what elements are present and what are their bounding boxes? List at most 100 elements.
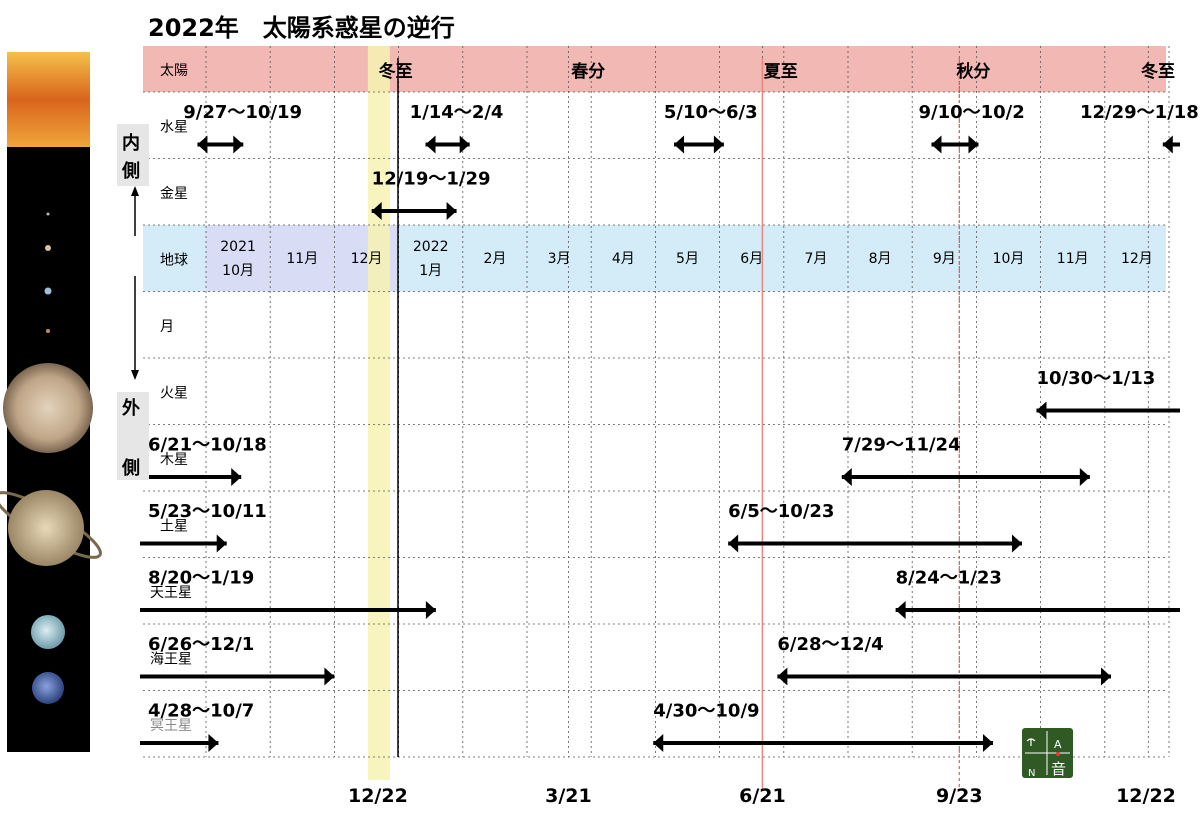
bar-start-cap-icon — [728, 534, 739, 553]
sun-marker-label: 秋分 — [956, 61, 990, 82]
retrograde-range-label: 6/21〜10/18 — [148, 435, 267, 456]
retrograde-range-label: 6/26〜12/1 — [148, 634, 254, 655]
retrograde-range-label: 1/14〜2/4 — [410, 102, 504, 123]
retrograde-range-label: 8/24〜1/23 — [896, 568, 1002, 589]
month-label: 3月 — [548, 251, 571, 267]
bottom-date-label: 9/23 — [936, 785, 983, 807]
bar-end-cap-icon — [446, 202, 457, 221]
logo-letter-n: N — [1028, 768, 1035, 779]
bar-start-cap-icon — [931, 135, 942, 154]
outer-label-2: 側 — [121, 457, 140, 479]
uranus-image — [31, 615, 65, 649]
bar-start-cap-icon — [197, 135, 208, 154]
bar-start-cap-icon — [895, 601, 906, 620]
month-label: 9月 — [933, 251, 956, 267]
bottom-date-label: 3/21 — [545, 785, 592, 807]
side-labels: 内 側 外 側 — [117, 124, 149, 480]
bar-end-cap-icon — [459, 135, 470, 154]
bar-start-cap-icon — [371, 202, 382, 221]
outer-arrow-head-icon — [131, 370, 139, 380]
row-label-planet: 木星 — [160, 452, 188, 468]
earth-band-2021 — [206, 225, 399, 292]
retrograde-range-label: 5/23〜10/11 — [148, 501, 267, 522]
inner-arrow-head-icon — [131, 186, 139, 196]
bar-end-cap-icon — [1101, 667, 1112, 686]
bar-end-cap-icon — [208, 734, 219, 753]
retrograde-range-label: 5/10〜6/3 — [664, 102, 758, 123]
bar-start-cap-icon — [674, 135, 685, 154]
month-label: 11月 — [1057, 251, 1089, 267]
retrograde-range-label: 7/29〜11/24 — [842, 435, 961, 456]
month-label: 12月 — [1121, 251, 1153, 267]
logo-letter-a: A — [1054, 738, 1062, 751]
venus-image — [45, 245, 51, 251]
month-year-label: 2021 — [220, 239, 256, 255]
sun-marker-label: 冬至 — [1141, 61, 1175, 82]
row-label-sun: 太陽 — [160, 63, 188, 79]
bottom-date-label: 12/22 — [1116, 785, 1176, 807]
saturn-image — [0, 490, 102, 566]
mars-image — [46, 329, 50, 333]
bar-start-cap-icon — [1162, 135, 1173, 154]
month-label: 1月 — [419, 263, 442, 279]
row-label-planet: 火星 — [160, 385, 188, 401]
month-label: 10月 — [993, 251, 1025, 267]
month-label: 5月 — [676, 251, 699, 267]
bar-start-cap-icon — [1036, 401, 1047, 420]
planet-strip-image — [0, 52, 102, 752]
bar-end-cap-icon — [231, 468, 242, 487]
month-label: 7月 — [804, 251, 827, 267]
sun-marker-label: 冬至 — [379, 61, 413, 82]
bar-start-cap-icon — [777, 667, 788, 686]
logo: A N 音 — [1022, 728, 1073, 779]
month-label: 8月 — [869, 251, 892, 267]
sun-marker-label: 夏至 — [764, 62, 798, 82]
month-label: 6月 — [740, 251, 763, 267]
bar-end-cap-icon — [425, 601, 436, 620]
retrograde-range-label: 4/28〜10/7 — [148, 701, 254, 722]
row-label-planet: 土星 — [160, 518, 188, 534]
row-label-planet: 海王星 — [150, 651, 192, 667]
earth-image — [44, 287, 52, 295]
bar-end-cap-icon — [216, 534, 227, 553]
inner-label-2: 側 — [121, 160, 140, 182]
row-label-earth: 地球 — [160, 252, 188, 268]
bar-start-cap-icon — [841, 468, 852, 487]
bar-end-cap-icon — [1079, 468, 1090, 487]
outer-label-1: 外 — [122, 397, 140, 419]
bar-start-cap-icon — [425, 135, 436, 154]
bar-end-cap-icon — [982, 734, 993, 753]
bar-end-cap-icon — [233, 135, 244, 154]
logo-letter-on: 音 — [1051, 760, 1066, 778]
retrograde-range-label: 9/10〜10/2 — [918, 102, 1024, 123]
bar-end-cap-icon — [713, 135, 724, 154]
bar-end-cap-icon — [1011, 534, 1022, 553]
bottom-date-label: 12/22 — [348, 785, 408, 807]
month-label: 10月 — [222, 263, 254, 279]
month-label: 12月 — [351, 251, 383, 267]
neptune-image — [32, 672, 64, 704]
chart-title: 2022年 太陽系惑星の逆行 — [148, 14, 455, 42]
retrograde-range-label: 12/19〜1/29 — [372, 169, 491, 190]
row-label-planet: 金星 — [160, 186, 188, 202]
sun-image — [7, 52, 90, 147]
jupiter-image — [3, 363, 93, 453]
bottom-date-label: 6/21 — [739, 785, 786, 807]
winter-solstice-highlight — [367, 46, 390, 780]
retrograde-range-label: 4/30〜10/9 — [653, 701, 759, 722]
retrograde-range-label: 6/5〜10/23 — [728, 501, 834, 522]
retrograde-range-label: 10/30〜1/13 — [1036, 368, 1155, 389]
retrograde-range-label: 6/28〜12/4 — [777, 634, 883, 655]
retrograde-range-label: 8/20〜1/19 — [148, 568, 254, 589]
bar-start-cap-icon — [653, 734, 664, 753]
month-label: 2月 — [483, 251, 506, 267]
inner-label-1: 内 — [122, 132, 140, 154]
sun-marker-label: 春分 — [571, 61, 605, 82]
month-label: 4月 — [612, 251, 635, 267]
mercury-image — [46, 212, 50, 216]
row-label-planet: 冥王星 — [150, 718, 192, 734]
row-label-planet: 水星 — [160, 119, 188, 135]
retrograde-range-label: 12/29〜1/18 — [1080, 102, 1199, 123]
row-label-planet: 天王星 — [150, 585, 192, 601]
